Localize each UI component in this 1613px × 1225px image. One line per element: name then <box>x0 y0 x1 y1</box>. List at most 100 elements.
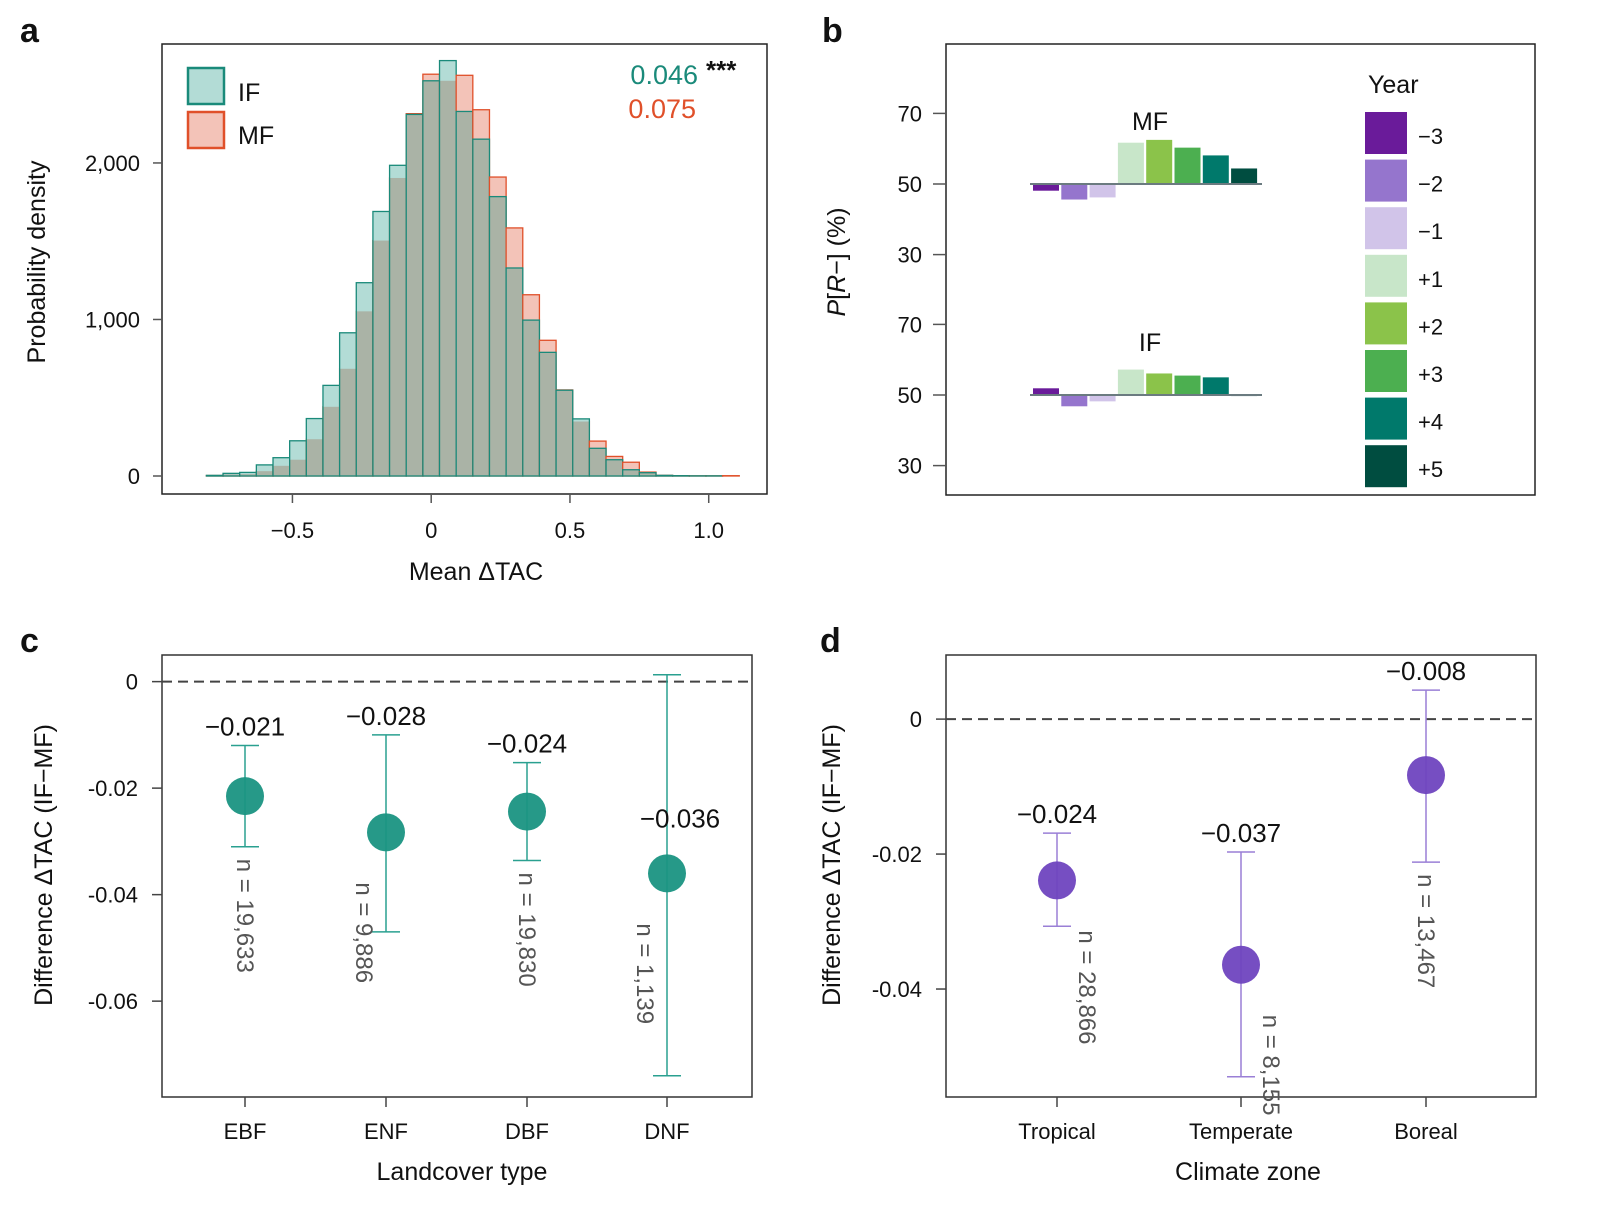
y-tick-label: 30 <box>898 243 922 268</box>
value-label: −0.024 <box>487 729 567 759</box>
y-tick-label: 30 <box>898 454 922 479</box>
histogram-bar-overlap <box>389 177 407 476</box>
year-bar <box>1146 139 1173 184</box>
histogram-bar-overlap <box>606 459 623 476</box>
axis-ticks: −0.5 0 0.5 1.0 0 1,000 2,000 <box>85 151 724 543</box>
year-bar-panel: 70 50 30 70 50 30 MF IF P[R−] (%) Year −3 −2 −1 +… <box>823 43 1536 496</box>
year-bar <box>1033 388 1059 395</box>
legend-label: −1 <box>1418 219 1443 244</box>
y-label-r: R <box>823 275 851 293</box>
legend-label-mf: MF <box>238 122 274 150</box>
data-point <box>226 777 264 816</box>
x-tick-label: EBF <box>224 1119 267 1144</box>
histogram-bar-overlap <box>322 406 340 476</box>
histogram-bar-overlap <box>456 111 473 476</box>
legend-label: +2 <box>1418 314 1443 339</box>
year-bar <box>1202 155 1229 184</box>
legend-swatch-if <box>186 66 226 106</box>
legend-swatch <box>1365 254 1407 297</box>
value-label: −0.037 <box>1201 818 1281 848</box>
x-tick-label: Boreal <box>1394 1119 1458 1144</box>
y-tick-label: 0 <box>910 707 922 732</box>
data-point <box>367 813 405 852</box>
year-bar <box>1174 375 1201 395</box>
x-tick-label: Tropical <box>1018 1119 1095 1144</box>
legend-label: +4 <box>1418 410 1443 435</box>
x-tick-label: DBF <box>505 1119 549 1144</box>
y-tick-label: 0 <box>128 464 140 489</box>
n-label: n = 28,866 <box>1073 930 1100 1044</box>
n-label: n = 8,155 <box>1257 1015 1284 1116</box>
x-tick-label: 1.0 <box>693 518 724 543</box>
year-bar <box>1061 395 1088 407</box>
axis-ticks: 70 50 30 70 50 30 <box>898 101 946 479</box>
panel-letter-d: d <box>820 622 841 660</box>
histogram-bar-if-outline <box>655 474 674 477</box>
y-tick-label: -0.04 <box>88 883 138 908</box>
y-axis-label: Difference ΔTAC (IF−MF) <box>818 724 846 1006</box>
legend: −3 −2 −1 +1 +2 +3 +4 +5 <box>1365 112 1443 488</box>
year-bar <box>1231 168 1258 184</box>
n-label: n = 19,830 <box>513 873 540 987</box>
y-tick-label: 0 <box>126 670 138 695</box>
significance-stars: *** <box>706 55 737 85</box>
histogram-bar-overlap <box>339 368 357 476</box>
stat-if: 0.046 <box>630 60 698 90</box>
legend-swatch <box>1365 397 1407 440</box>
x-axis-label: Mean ΔTAC <box>409 558 543 586</box>
panel-letter-b: b <box>822 12 843 50</box>
legend-label: +5 <box>1418 457 1443 482</box>
data-point <box>1222 945 1260 984</box>
histogram-bar-overlap <box>472 139 490 476</box>
n-label: n = 19,633 <box>231 859 258 973</box>
legend-swatch-mf <box>186 110 226 150</box>
legend-label: −3 <box>1418 124 1443 149</box>
histogram-bar-if <box>256 464 274 476</box>
n-label: n = 9,886 <box>350 882 377 983</box>
n-label: n = 1,139 <box>631 923 658 1024</box>
year-bar <box>1089 184 1116 198</box>
histogram-bar-overlap <box>306 439 323 476</box>
plot-frame <box>945 43 1536 496</box>
data-point <box>1038 861 1076 900</box>
x-tick-label: Temperate <box>1189 1119 1293 1144</box>
histogram-bar-overlap <box>506 267 523 476</box>
histogram-bar-overlap <box>356 311 373 476</box>
data-point <box>648 854 686 893</box>
histogram-panel: −0.5 0 0.5 1.0 0 1,000 2,000 Mean ΔTAC Probabi… <box>23 43 768 586</box>
landcover-panel: 0 -0.02 -0.04 -0.06 EBF −0.021 n = 19,633 ENF −0… <box>30 654 753 1186</box>
y-label-bracket: [ <box>823 293 851 300</box>
x-axis-label: Landcover type <box>377 1158 548 1186</box>
points: 0 -0.02 -0.04 Tropical −0.024 n = 28,866 Tempe… <box>872 656 1536 1144</box>
histogram-bar-overlap <box>256 471 274 476</box>
y-tick-label: -0.02 <box>872 842 922 867</box>
legend-swatch <box>1365 445 1407 488</box>
value-label: −0.036 <box>640 803 720 833</box>
year-bar <box>1061 184 1088 200</box>
histogram-bar-overlap <box>622 469 640 476</box>
x-tick-label: DNF <box>644 1119 689 1144</box>
histogram-bar-overlap <box>489 196 507 476</box>
legend-swatch <box>1365 302 1407 345</box>
histogram-bar-overlap <box>556 390 573 476</box>
histogram-bar-overlap <box>589 448 607 476</box>
year-bar <box>1117 369 1144 395</box>
histogram-bars <box>205 59 740 477</box>
year-bar <box>1174 147 1201 184</box>
y-tick-label: 50 <box>898 172 922 197</box>
legend-label: +3 <box>1418 362 1443 387</box>
y-axis-label: Difference ΔTAC (IF−MF) <box>30 724 58 1006</box>
legend-label: +1 <box>1418 267 1443 292</box>
y-axis-label: P[R−] (%) <box>823 207 851 316</box>
histogram-bar-overlap <box>223 474 240 476</box>
n-label: n = 13,467 <box>1412 874 1439 988</box>
climate-panel: 0 -0.02 -0.04 Tropical −0.024 n = 28,866 Tempe… <box>818 654 1537 1186</box>
stat-mf: 0.075 <box>628 94 696 124</box>
value-label: −0.024 <box>1017 799 1097 829</box>
legend-title: Year <box>1368 71 1419 99</box>
histogram-bar-overlap <box>522 320 540 476</box>
panel-letter-a: a <box>20 12 40 50</box>
y-label-p: P <box>823 300 851 317</box>
year-bar <box>1033 184 1059 191</box>
